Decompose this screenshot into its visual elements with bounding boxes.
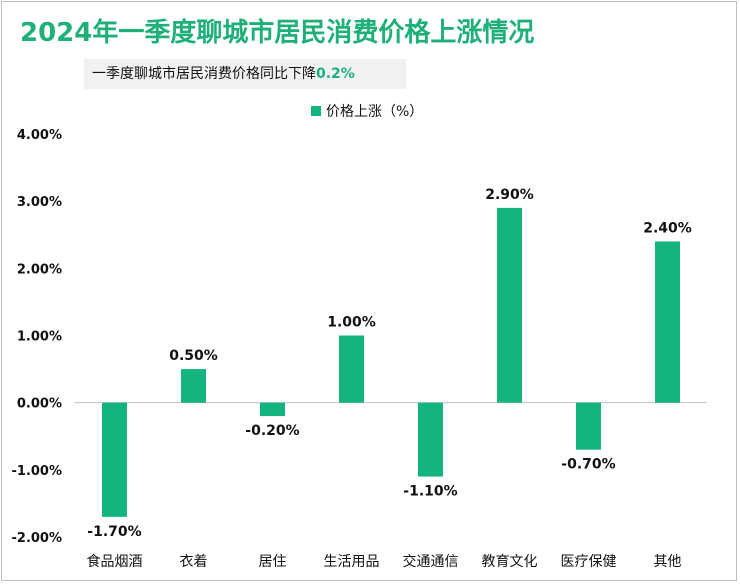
- category-label-0: 食品烟酒: [87, 553, 143, 570]
- data-label-5: 2.90%: [485, 187, 534, 203]
- y-tick-label: 0.00%: [17, 397, 62, 412]
- data-labels: -1.70% 0.50% -0.20% 1.00% -1.10% 2.90% -0.70% 2…: [87, 187, 691, 540]
- category-label-5: 教育文化: [482, 554, 538, 570]
- data-label-0: -1.70%: [87, 524, 141, 540]
- data-label-7: 2.40%: [643, 220, 692, 236]
- category-label-6: 医疗保健: [561, 554, 617, 570]
- legend: 价格上涨（%）: [311, 104, 423, 120]
- data-label-3: 1.00%: [327, 315, 376, 331]
- data-label-2: -0.20%: [245, 423, 299, 439]
- y-tick-label: 1.00%: [17, 330, 62, 345]
- bar-7: [655, 241, 680, 403]
- bar-4: [418, 402, 443, 477]
- category-label-3: 生活用品: [324, 554, 380, 570]
- category-label-7: 其他: [654, 554, 682, 570]
- y-tick-label: 2.00%: [17, 262, 62, 277]
- y-tick-label: -2.00%: [12, 531, 63, 546]
- bar-0: [102, 402, 127, 517]
- category-label-4: 交通通信: [403, 553, 459, 570]
- y-tick-label: -1.00%: [12, 464, 63, 479]
- y-tick-label: 3.00%: [17, 195, 62, 210]
- y-axis: 4.00% 3.00% 2.00% 1.00% 0.00% -1.00% -2.00%: [12, 128, 63, 546]
- data-label-6: -0.70%: [561, 457, 615, 473]
- category-label-2: 居住: [259, 554, 287, 570]
- subtitle-text: 一季度聊城市居民消费价格同比下降: [92, 66, 316, 82]
- bars: [102, 207, 680, 517]
- legend-label: 价格上涨（%）: [326, 104, 423, 120]
- bar-1: [181, 369, 206, 403]
- y-tick-label: 4.00%: [17, 128, 62, 143]
- bar-5: [497, 207, 522, 403]
- bar-3: [339, 335, 364, 403]
- bar-2: [260, 402, 285, 417]
- subtitle-highlight: 0.2%: [316, 66, 355, 82]
- subtitle-box: 一季度聊城市居民消费价格同比下降0.2%: [84, 59, 406, 89]
- category-label-1: 衣着: [180, 554, 208, 570]
- legend-swatch: [311, 106, 321, 116]
- bar-6: [576, 402, 601, 450]
- x-axis: 食品烟酒 衣着 居住 生活用品 交通通信 教育文化 医疗保健 其他: [87, 553, 682, 570]
- data-label-1: 0.50%: [169, 348, 218, 364]
- data-label-4: -1.10%: [403, 484, 457, 500]
- chart-title: 2024年一季度聊城市居民消费价格上涨情况: [20, 18, 535, 48]
